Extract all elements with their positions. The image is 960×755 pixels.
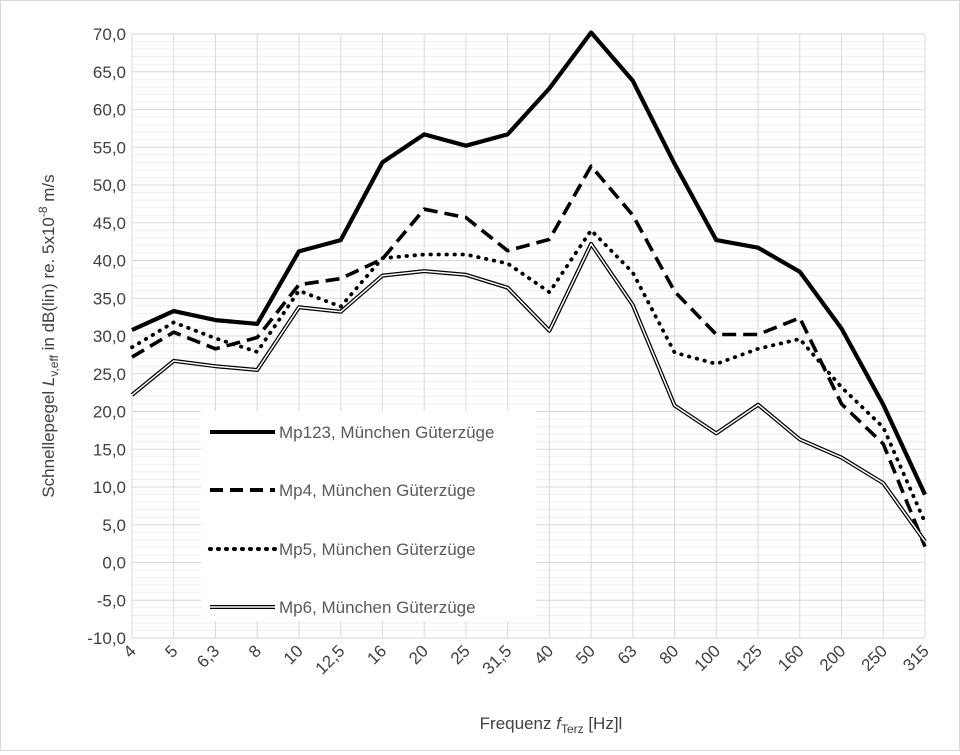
x-tick-label: 20 [405, 641, 432, 668]
legend-label: Mp6, München Güterzüge [279, 598, 476, 617]
y-axis-title-subscript: v,eff [47, 354, 61, 376]
y-tick-label: 45,0 [93, 214, 126, 233]
x-tick-label: 8 [245, 641, 265, 661]
series-lines [130, 30, 927, 548]
x-axis-title-suffix: [Hz]l [584, 714, 623, 733]
x-tick-label: 31,5 [479, 641, 516, 678]
legend-label: Mp5, München Güterzüge [279, 540, 476, 559]
x-tick-label: 250 [858, 641, 891, 674]
legend-label: Mp123, München Güterzüge [279, 423, 494, 442]
series-line-2 [131, 164, 927, 548]
y-tick-label: 70,0 [93, 25, 126, 44]
y-axis-title-prefix: Schnellepegel [39, 386, 58, 498]
x-tick-label: 5 [161, 641, 181, 661]
x-tick-label: 12,5 [312, 641, 349, 678]
y-axis-title-mid: in dB(lin) re. 5x10 [39, 217, 58, 355]
series-line-3 [130, 228, 927, 525]
y-tick-label: 50,0 [93, 176, 126, 195]
y-tick-label: 30,0 [93, 327, 126, 346]
y-tick-label: 10,0 [93, 478, 126, 497]
x-tick-label: 10 [280, 641, 307, 668]
x-tick-label: 4 [120, 641, 140, 661]
legend-item-mp4: Mp4, München Güterzüge [210, 481, 476, 500]
y-axis-title-symbol: L [39, 377, 58, 386]
y-tick-label: -5,0 [97, 591, 126, 610]
x-tick-label: 100 [691, 641, 724, 674]
series-line-1 [131, 30, 927, 496]
y-tick-label: 55,0 [93, 138, 126, 157]
x-axis-title-subscript: Terz [561, 722, 584, 736]
y-tick-label: 60,0 [93, 101, 126, 120]
x-axis-title-prefix: Frequenz [480, 714, 557, 733]
legend-item-mp6: Mp6, München Güterzüge [210, 598, 476, 617]
x-tick-label: 16 [363, 641, 390, 668]
x-tick-label: 50 [572, 641, 599, 668]
x-tick-label: 25 [447, 641, 474, 668]
y-axis-title-superscript: -8 [36, 206, 50, 217]
legend-label: Mp4, München Güterzüge [279, 481, 476, 500]
y-tick-label: 40,0 [93, 252, 126, 271]
y-tick-label: 35,0 [93, 289, 126, 308]
y-tick-label: 5,0 [102, 516, 126, 535]
y-axis-title-suffix: m/s [39, 174, 58, 206]
x-tick-label: 63 [614, 641, 641, 668]
x-tick-label: 6,3 [193, 641, 223, 671]
x-axis-title: Frequenz fTerz [Hz]l [480, 714, 623, 736]
y-axis-title: Schnellepegel Lv,eff in dB(lin) re. 5x10… [36, 174, 61, 497]
x-axis-title-symbol: f [556, 714, 563, 733]
y-tick-label: 65,0 [93, 63, 126, 82]
legend-item-mp5: Mp5, München Güterzüge [208, 540, 476, 559]
x-tick-label: 125 [732, 641, 765, 674]
x-tick-label: 80 [656, 641, 683, 668]
x-tick-label: 160 [774, 641, 807, 674]
y-tick-label: 20,0 [93, 403, 126, 422]
x-tick-label: 200 [816, 641, 849, 674]
legend-item-mp123: Mp123, München Güterzüge [210, 423, 494, 442]
y-tick-label: -10,0 [87, 629, 126, 648]
legend-background [201, 411, 536, 621]
y-axis-tick-labels: -10,0 -5,0 0,0 5,0 10,0 15,0 20,0 25,0 30,0 35,0 4… [87, 25, 126, 648]
y-tick-label: 0,0 [102, 554, 126, 573]
y-tick-label: 25,0 [93, 365, 126, 384]
series-line-4-inner [131, 243, 926, 542]
x-axis-tick-labels: 4 5 6,3 8 10 12,5 16 20 25 31,5 40 50 63 80 100 125 160 2… [120, 641, 933, 678]
x-tick-label: 315 [899, 641, 932, 674]
legend: Mp123, München Güterzüge Mp4, München Gü… [201, 411, 536, 621]
x-tick-label: 40 [530, 641, 557, 668]
y-tick-label: 15,0 [93, 440, 126, 459]
